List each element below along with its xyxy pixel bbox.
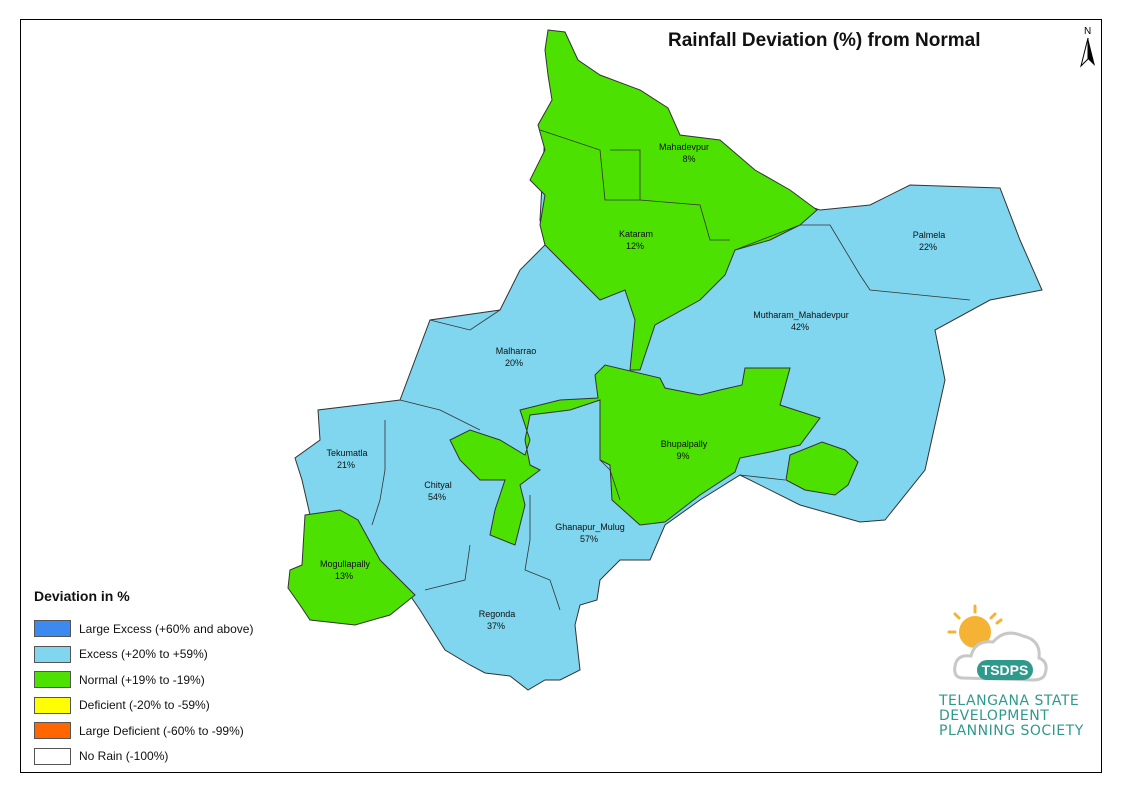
legend-swatch bbox=[34, 620, 71, 638]
mandal-value-mutharam-mahadevpur: 42% bbox=[791, 322, 809, 332]
legend-label: Excess (+20% to +59%) bbox=[79, 647, 208, 662]
tsdps-logo: TSDPS bbox=[947, 604, 1048, 682]
mandal-value-mogullapally: 13% bbox=[335, 571, 353, 581]
mandal-value-malharrao: 20% bbox=[505, 358, 523, 368]
mandal-label-chityal: Chityal bbox=[424, 480, 452, 490]
legend-swatch bbox=[34, 722, 71, 740]
legend-label: Normal (+19% to -19%) bbox=[79, 672, 205, 687]
legend-label: No Rain (-100%) bbox=[79, 749, 169, 764]
mandal-label-bhupalpally: Bhupalpally bbox=[661, 439, 708, 449]
legend-swatch bbox=[34, 671, 71, 689]
normal-central-region bbox=[449, 364, 821, 546]
sun-icon bbox=[947, 604, 1003, 648]
legend: Deviation in % Large Excess (+60% and ab… bbox=[34, 588, 253, 769]
legend-swatch bbox=[34, 747, 71, 765]
mandal-label-mahadevpur: Mahadevpur bbox=[659, 142, 709, 152]
legend-item-no-rain: No Rain (-100%) bbox=[34, 744, 253, 770]
mandal-value-bhupalpally: 9% bbox=[676, 451, 689, 461]
map-title: Rainfall Deviation (%) from Normal bbox=[668, 30, 981, 51]
mandal-label-mogullapally: Mogullapally bbox=[320, 559, 371, 569]
mandal-label-tekumatla: Tekumatla bbox=[326, 448, 367, 458]
logo-line-3: PLANNING SOCIETY bbox=[939, 723, 1084, 739]
normal-north-region bbox=[529, 29, 818, 371]
north-arrow-icon bbox=[1080, 37, 1095, 68]
legend-item-normal: Normal (+19% to -19%) bbox=[34, 667, 253, 693]
mandal-value-palmela: 22% bbox=[919, 242, 937, 252]
legend-title: Deviation in % bbox=[34, 588, 130, 604]
mandal-label-palmela: Palmela bbox=[913, 230, 946, 240]
mandal-value-ghanapur-mulug: 57% bbox=[580, 534, 598, 544]
acronym-badge bbox=[977, 660, 1033, 680]
mandal-boundaries bbox=[371, 129, 971, 611]
mandal-label-mutharam-mahadevpur: Mutharam_Mahadevpur bbox=[753, 310, 849, 320]
mandal-labels: Mahadevpur 8% Kataram 12% Palmela 22% Mu… bbox=[320, 142, 945, 631]
legend-item-deficient: Deficient (-20% to -59%) bbox=[34, 693, 253, 719]
logo-acronym: TSDPS bbox=[982, 662, 1029, 678]
legend-label: Deficient (-20% to -59%) bbox=[79, 698, 210, 713]
mandal-label-kataram: Kataram bbox=[619, 229, 653, 239]
legend-label: Large Deficient (-60% to -99%) bbox=[79, 723, 244, 738]
legend-item-large-deficient: Large Deficient (-60% to -99%) bbox=[34, 718, 253, 744]
normal-east-pocket bbox=[785, 441, 859, 496]
legend-swatch bbox=[34, 696, 71, 714]
normal-mogullapally-region bbox=[287, 509, 416, 626]
mandal-label-ghanapur-mulug: Ghanapur_Mulug bbox=[555, 522, 625, 532]
mandal-value-chityal: 54% bbox=[428, 492, 446, 502]
legend-label: Large Excess (+60% and above) bbox=[79, 621, 254, 636]
mandal-value-mahadevpur: 8% bbox=[682, 154, 695, 164]
legend-swatch bbox=[34, 645, 71, 663]
mandal-value-kataram: 12% bbox=[626, 241, 644, 251]
mandal-value-tekumatla: 21% bbox=[337, 460, 355, 470]
legend-item-excess: Excess (+20% to +59%) bbox=[34, 642, 253, 668]
logo-line-2: DEVELOPMENT bbox=[939, 708, 1050, 724]
logo-line-1: TELANGANA STATE bbox=[939, 693, 1080, 709]
mandal-label-regonda: Regonda bbox=[479, 609, 516, 619]
mandal-label-malharrao: Malharrao bbox=[496, 346, 537, 356]
legend-item-large-excess: Large Excess (+60% and above) bbox=[34, 616, 253, 642]
mandal-value-regonda: 37% bbox=[487, 621, 505, 631]
north-arrow-label: N bbox=[1084, 26, 1092, 37]
